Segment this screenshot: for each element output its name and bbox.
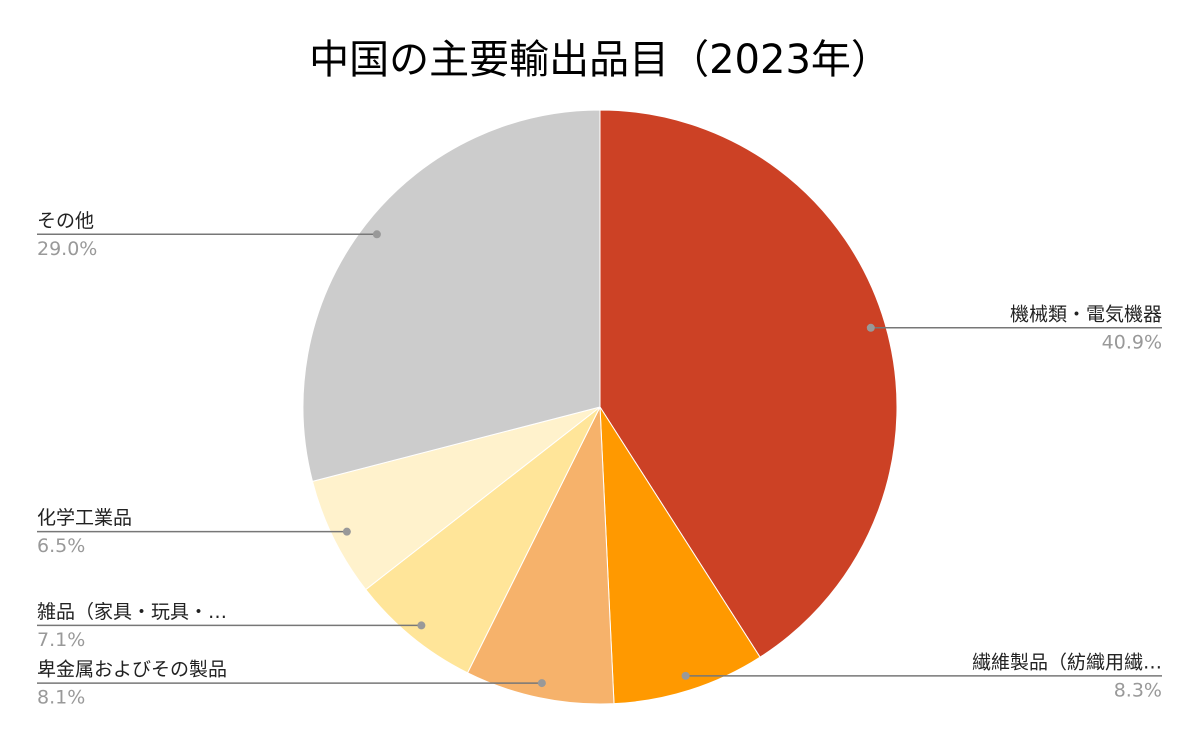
slice-value-label: 8.1% <box>37 687 85 709</box>
slice-label: その他 <box>37 210 94 232</box>
pie-slice <box>365 406 601 674</box>
leader-dot <box>417 621 426 630</box>
slice-value-label: 8.3% <box>1114 679 1162 701</box>
chart-title: 中国の主要輸出品目（2023年） <box>309 37 891 83</box>
leader-dot <box>342 527 351 536</box>
slice-label: 化学工業品 <box>37 507 132 529</box>
slice-label: 繊維製品（紡織用繊… <box>972 651 1162 673</box>
leader-dot <box>681 671 690 680</box>
slice-label: 雑品（家具・玩具・… <box>37 601 227 623</box>
slice-label: 機械類・電気機器 <box>1010 303 1162 325</box>
pie-slice <box>466 405 615 705</box>
leader-dot <box>537 679 546 688</box>
pie-slice <box>302 109 601 482</box>
slice-value-label: 6.5% <box>37 535 85 557</box>
slice-value-label: 29.0% <box>37 238 97 260</box>
slice-value-label: 40.9% <box>1102 331 1162 353</box>
leader-dot <box>372 230 381 239</box>
slice-value-label: 7.1% <box>37 629 85 651</box>
slice-label: 卑金属およびその製品 <box>37 659 227 681</box>
leader-dot <box>866 323 875 332</box>
pie-slice <box>599 109 898 658</box>
pie-slice <box>311 406 601 591</box>
pie-slice <box>599 405 761 705</box>
